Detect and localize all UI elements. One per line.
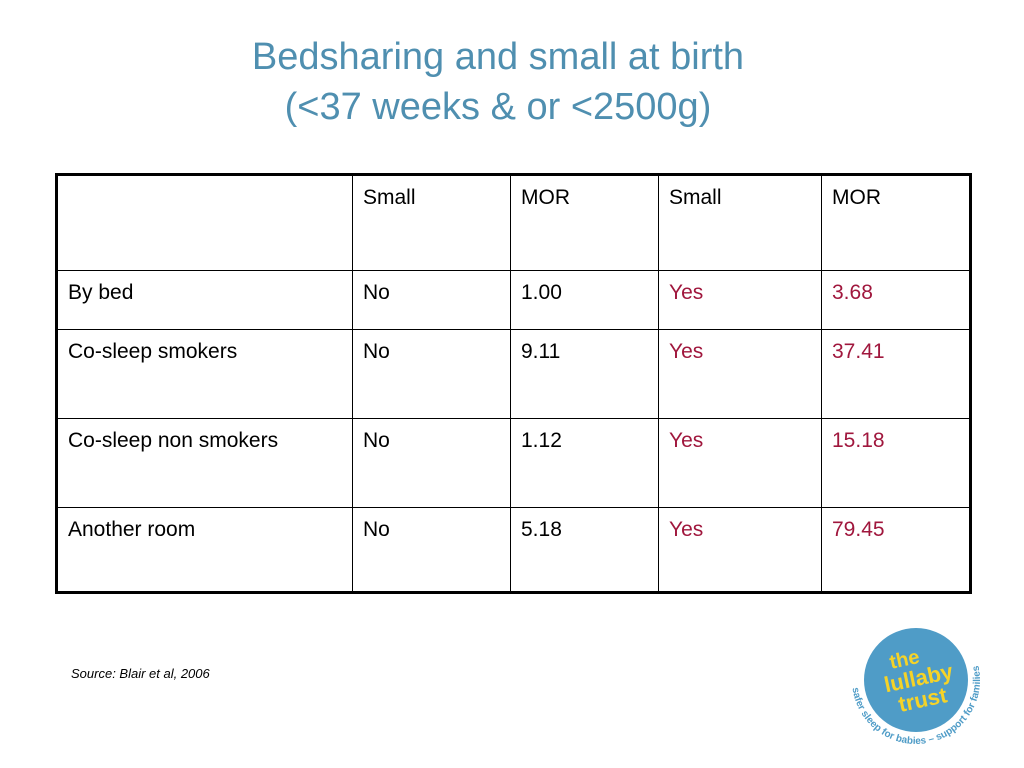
table-row: Co-sleep smokers No 9.11 Yes 37.41 <box>56 329 971 419</box>
table-cell-highlight: 79.45 <box>821 507 971 593</box>
header-cell-small: Small <box>352 174 511 271</box>
table-cell: No <box>352 507 511 593</box>
table-cell: 1.12 <box>510 418 659 508</box>
table-cell: No <box>352 329 511 419</box>
row-label: By bed <box>56 270 353 330</box>
table-cell: No <box>352 270 511 330</box>
header-cell-mor: MOR <box>821 174 971 271</box>
slide-title: Bedsharing and small at birth (<37 weeks… <box>0 32 996 132</box>
table-cell: 1.00 <box>510 270 659 330</box>
results-table: Small MOR Small MOR By bed No 1.00 Yes 3… <box>55 173 972 594</box>
table-cell-highlight: 3.68 <box>821 270 971 330</box>
header-cell-mor: MOR <box>510 174 659 271</box>
header-cell-small: Small <box>658 174 822 271</box>
slide-title-line-2: (<37 weeks & or <2500g) <box>284 86 712 128</box>
table-cell: No <box>352 418 511 508</box>
table-row: By bed No 1.00 Yes 3.68 <box>56 270 971 330</box>
row-label: Co-sleep smokers <box>56 329 353 419</box>
header-cell-empty <box>56 174 353 271</box>
table-cell-highlight: Yes <box>658 418 822 508</box>
table-cell-highlight: Yes <box>658 329 822 419</box>
table-cell-highlight: 37.41 <box>821 329 971 419</box>
source-citation: Source: Blair et al, 2006 <box>71 666 210 681</box>
table-row: Another room No 5.18 Yes 79.45 <box>56 507 971 593</box>
table-cell-highlight: Yes <box>658 507 822 593</box>
logo-circle <box>864 628 968 732</box>
table-header-row: Small MOR Small MOR <box>56 174 971 271</box>
table-row: Co-sleep non smokers No 1.12 Yes 15.18 <box>56 418 971 508</box>
table-cell: 5.18 <box>510 507 659 593</box>
row-label: Co-sleep non smokers <box>56 418 353 508</box>
table-cell-highlight: Yes <box>658 270 822 330</box>
lullaby-trust-logo: safer sleep for babies – support for fam… <box>849 628 983 747</box>
table-cell: 9.11 <box>510 329 659 419</box>
slide-title-line-1: Bedsharing and small at birth <box>251 36 745 78</box>
table-cell-highlight: 15.18 <box>821 418 971 508</box>
row-label: Another room <box>56 507 353 593</box>
